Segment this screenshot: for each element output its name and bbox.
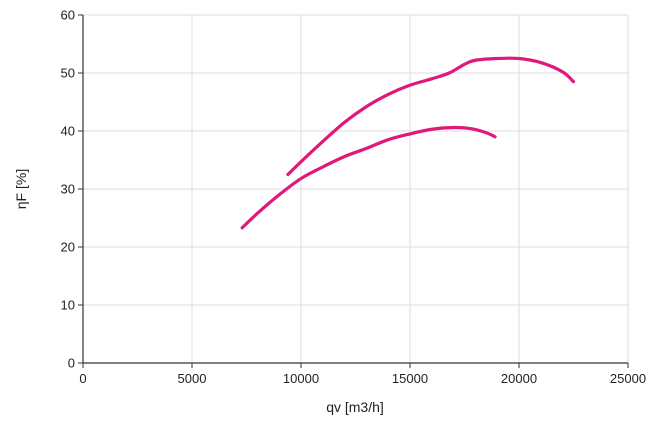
y-tick-label: 30 — [61, 182, 75, 197]
y-tick-label: 50 — [61, 66, 75, 81]
y-axis-title: ηF [%] — [13, 169, 29, 209]
y-tick-label: 40 — [61, 124, 75, 139]
series-group — [240, 56, 576, 230]
x-axis-title: qv [m3/h] — [326, 399, 384, 415]
x-tick-label: 25000 — [610, 371, 646, 386]
series-line-1 — [286, 56, 576, 177]
x-tick-label: 20000 — [501, 371, 537, 386]
y-axis-ticks: 0 10 20 30 40 50 60 — [61, 8, 83, 371]
grid — [83, 14, 629, 363]
y-tick-label: 20 — [61, 240, 75, 255]
y-tick-label: 0 — [68, 356, 75, 371]
y-tick-label: 10 — [61, 298, 75, 313]
x-tick-label: 0 — [79, 371, 86, 386]
series-line-2 — [240, 125, 497, 230]
x-axis-ticks: 0 5000 10000 15000 20000 25000 — [79, 363, 646, 386]
x-tick-label: 5000 — [178, 371, 207, 386]
x-tick-label: 10000 — [283, 371, 319, 386]
x-tick-label: 15000 — [392, 371, 428, 386]
y-tick-label: 60 — [61, 8, 75, 23]
